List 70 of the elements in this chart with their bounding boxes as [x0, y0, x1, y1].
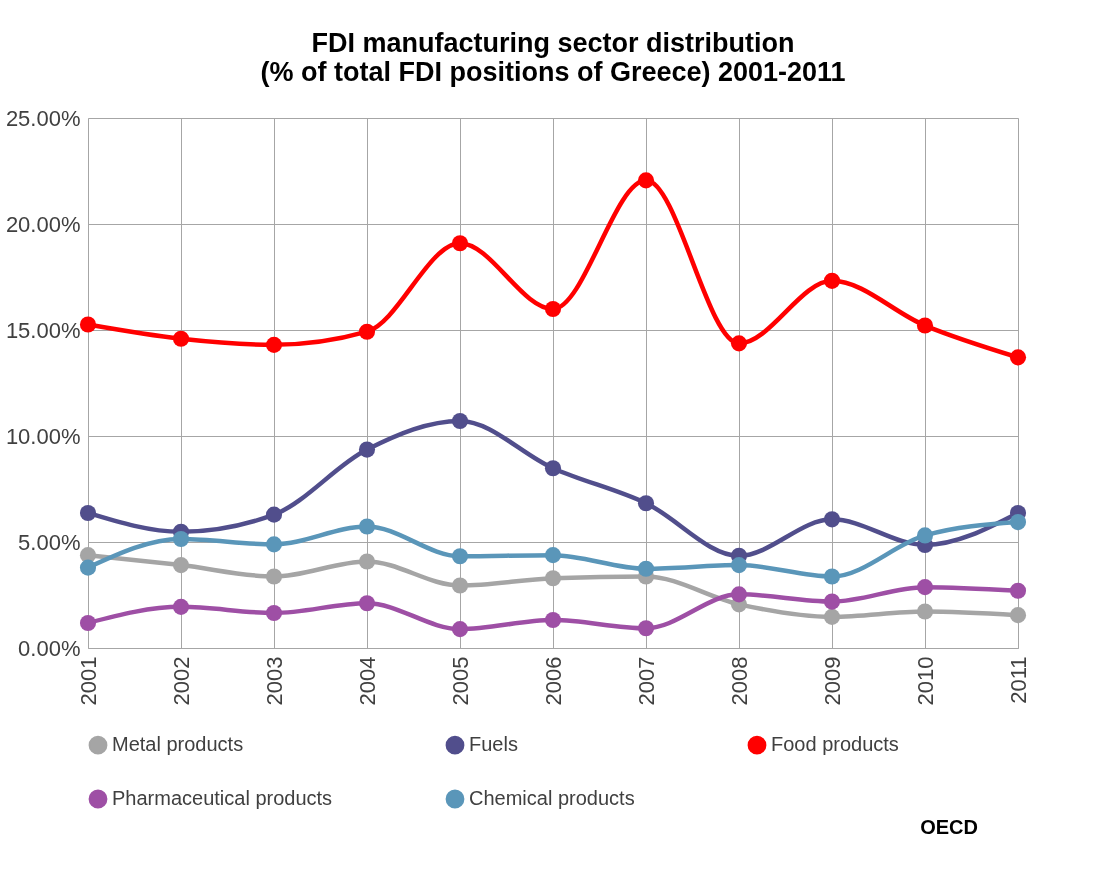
x-tick-label: 2003 — [261, 656, 287, 706]
point — [730, 335, 748, 352]
point — [172, 530, 190, 548]
point — [265, 336, 283, 353]
legend-label: Food products — [771, 733, 899, 756]
point — [544, 300, 562, 318]
point — [79, 559, 97, 576]
point — [451, 412, 469, 429]
point — [544, 547, 562, 564]
point — [358, 441, 376, 458]
legend-label: Fuels — [469, 733, 518, 756]
point — [172, 557, 190, 574]
point — [730, 557, 748, 574]
point — [823, 568, 841, 585]
chart-title: FDI manufacturing sector distribution (% of total FDI positions of Greece) 2001-2011 — [260, 28, 846, 87]
point — [544, 570, 562, 587]
x-tick-label: 2010 — [912, 656, 938, 706]
text: OECD — [920, 816, 978, 838]
y-tick-label: 5.00% — [18, 529, 81, 555]
point — [1009, 349, 1027, 366]
x-tick-label: 2004 — [354, 656, 380, 706]
point — [823, 511, 841, 528]
point — [79, 504, 97, 521]
legend-label: Chemical products — [469, 787, 635, 809]
point — [823, 608, 841, 625]
point — [637, 620, 655, 637]
x-tick-label: 2007 — [633, 656, 659, 706]
x-tick-label: 2009 — [819, 656, 845, 706]
y-tick-label: 25.00% — [5, 105, 81, 131]
point — [544, 611, 562, 629]
point — [79, 614, 97, 632]
point — [823, 593, 841, 610]
point — [265, 568, 283, 585]
point — [451, 621, 469, 638]
point — [1009, 514, 1027, 531]
point — [172, 330, 190, 347]
point — [451, 235, 469, 252]
point — [1009, 582, 1027, 599]
y-tick-label: 20.00% — [5, 211, 81, 237]
point — [451, 548, 469, 565]
point — [637, 560, 655, 577]
x-tick-label: 2002 — [168, 656, 194, 706]
point — [916, 527, 934, 544]
point — [916, 603, 934, 620]
point — [358, 518, 376, 535]
point — [637, 495, 655, 512]
point — [1009, 607, 1027, 624]
y-tick-label: 15.00% — [5, 317, 81, 343]
point — [79, 316, 97, 333]
point — [265, 506, 283, 523]
point — [916, 317, 934, 334]
y-tick-label: 10.00% — [5, 423, 81, 449]
legend-label: Metal products — [112, 733, 244, 756]
point — [172, 598, 190, 615]
x-tick-label: 2005 — [447, 656, 473, 706]
x-tick-label: 2011 — [1005, 656, 1031, 704]
point — [637, 172, 655, 189]
x-tick-label: 2008 — [726, 656, 752, 706]
legend-label: Pharmaceutical products — [112, 787, 333, 809]
point — [916, 579, 934, 596]
point — [544, 460, 562, 477]
point — [358, 595, 376, 612]
x-tick-label: 2006 — [540, 656, 566, 706]
point — [451, 577, 469, 594]
point — [358, 323, 376, 340]
point — [730, 586, 748, 603]
point — [265, 604, 283, 622]
point — [265, 536, 283, 553]
point — [358, 553, 376, 570]
point — [823, 272, 841, 289]
